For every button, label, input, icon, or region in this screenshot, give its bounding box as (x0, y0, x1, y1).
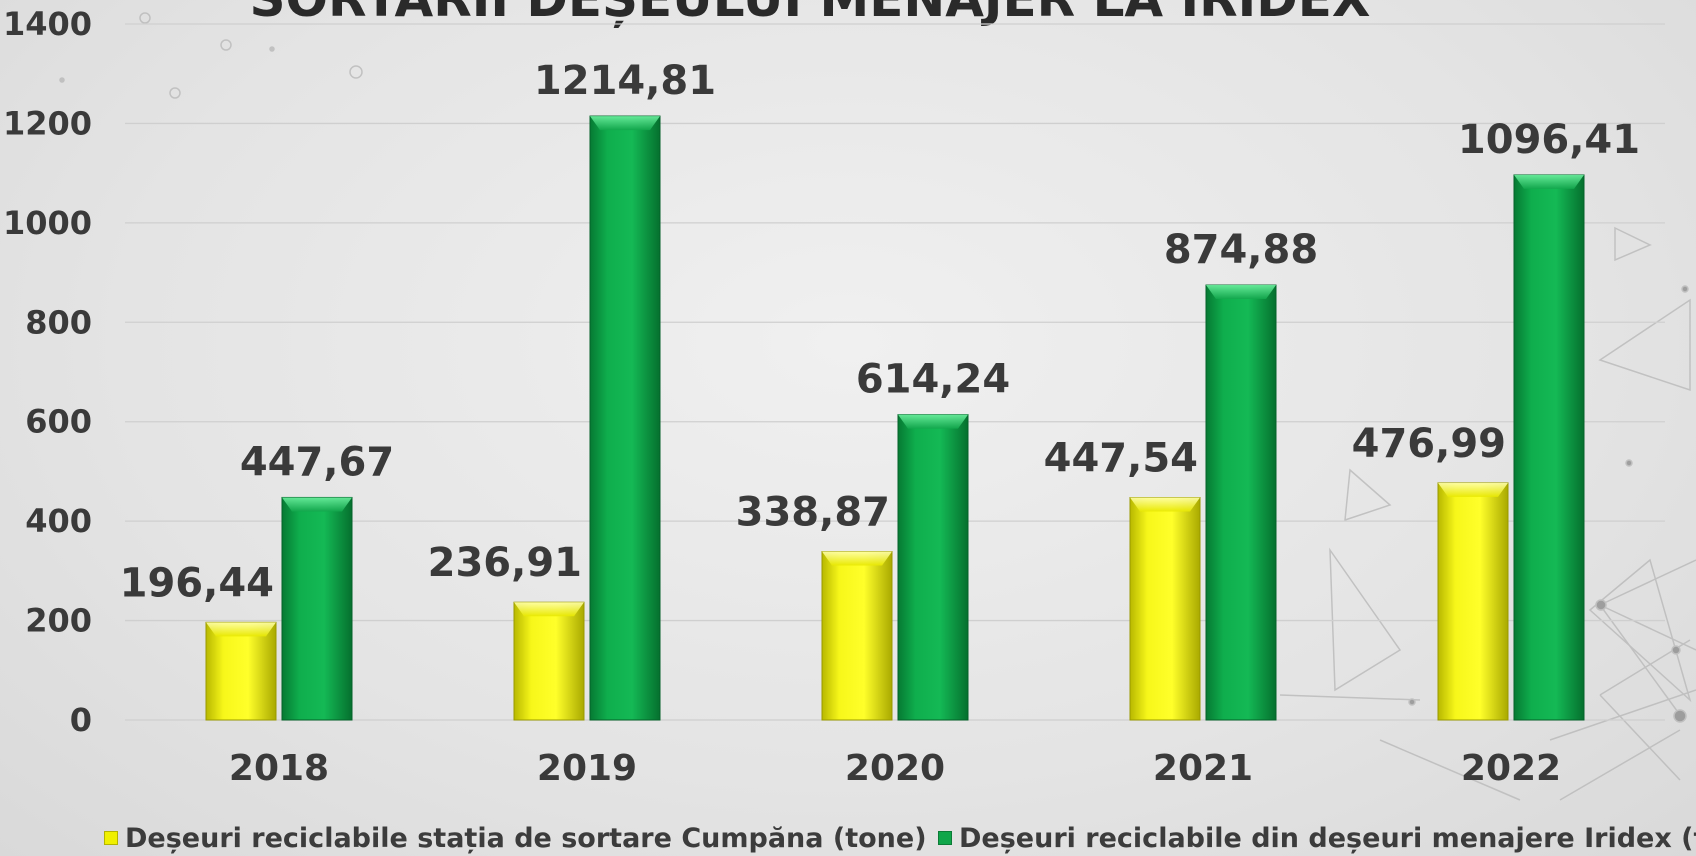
data-label: 196,44 (120, 560, 274, 606)
legend-label: Deșeuri reciclabile din deșeuri menajere… (959, 822, 1696, 854)
bar-bevel (1514, 174, 1584, 189)
bar-iridex-2020 (897, 414, 969, 721)
legend-item-series-2: Deșeuri reciclabile din deșeuri menajere… (938, 823, 1696, 854)
data-label: 1214,81 (534, 58, 716, 104)
data-label: 1096,41 (1458, 117, 1640, 163)
bar-cumpana-2018 (205, 621, 277, 721)
y-tick-label: 0 (70, 701, 92, 739)
bar-bevel (1130, 497, 1200, 512)
bar-iridex-2021 (1205, 284, 1277, 721)
bars: 196,44 447,67 236,91 1214,81 338,87 614,24 447… (120, 58, 1640, 721)
y-tick-label: 600 (25, 403, 92, 441)
bar-cumpana-2022 (1437, 482, 1509, 721)
y-tick-label: 1200 (3, 104, 92, 142)
y-tick-label: 1400 (3, 5, 92, 43)
y-tick-label: 400 (25, 502, 92, 540)
bar-bevel (206, 622, 276, 637)
x-tick-label: 2019 (537, 748, 637, 789)
data-label: 874,88 (1164, 227, 1318, 273)
data-label: 476,99 (1352, 421, 1506, 467)
legend-swatch-yellow-icon (104, 831, 118, 845)
bar-iridex-2018 (281, 496, 353, 721)
legend-2: Deșeuri reciclabile din deșeuri menajere… (938, 818, 1696, 856)
data-label: 614,24 (856, 357, 1010, 403)
bar-iridex-2019 (589, 115, 661, 721)
x-tick-label: 2018 (229, 748, 329, 789)
bar-cumpana-2019 (513, 601, 585, 721)
x-tick-label: 2021 (1153, 748, 1253, 789)
gridlines (125, 23, 1665, 721)
legend-item-series-1: Deșeuri reciclabile stația de sortare Cu… (104, 823, 927, 854)
data-label: 447,67 (240, 439, 394, 485)
bar-cumpana-2020 (821, 551, 893, 721)
data-label: 338,87 (736, 490, 890, 536)
background-decoration (59, 12, 1696, 801)
x-tick-label: 2020 (845, 748, 945, 789)
data-label: 447,54 (1044, 436, 1198, 482)
legend-swatch-green-icon (938, 831, 952, 845)
bar-bevel (514, 602, 584, 617)
bar-iridex-2022 (1513, 174, 1585, 721)
y-axis-ticks: 0 200 400 600 800 1000 1200 1400 (3, 5, 92, 739)
data-label: 236,91 (428, 540, 582, 586)
chart-title: SORTARII DEȘEULUI MENAJER LA IRIDEX (250, 0, 1371, 28)
y-tick-label: 800 (25, 303, 92, 341)
bar-bevel (282, 497, 352, 512)
bar-bevel (1438, 482, 1508, 497)
y-tick-label: 200 (25, 602, 92, 640)
legend-label: Deșeuri reciclabile stația de sortare Cu… (125, 822, 927, 854)
bar-bevel (590, 116, 660, 131)
bar-bevel (898, 414, 968, 429)
bar-bevel (822, 551, 892, 566)
x-axis-ticks: 2018 2019 2020 2021 2022 (229, 748, 1561, 789)
bar-cumpana-2021 (1129, 497, 1201, 721)
legend: Deșeuri reciclabile stația de sortare Cu… (104, 818, 927, 856)
y-tick-label: 1000 (3, 204, 92, 242)
bar-bevel (1206, 285, 1276, 300)
x-tick-label: 2022 (1461, 748, 1561, 789)
